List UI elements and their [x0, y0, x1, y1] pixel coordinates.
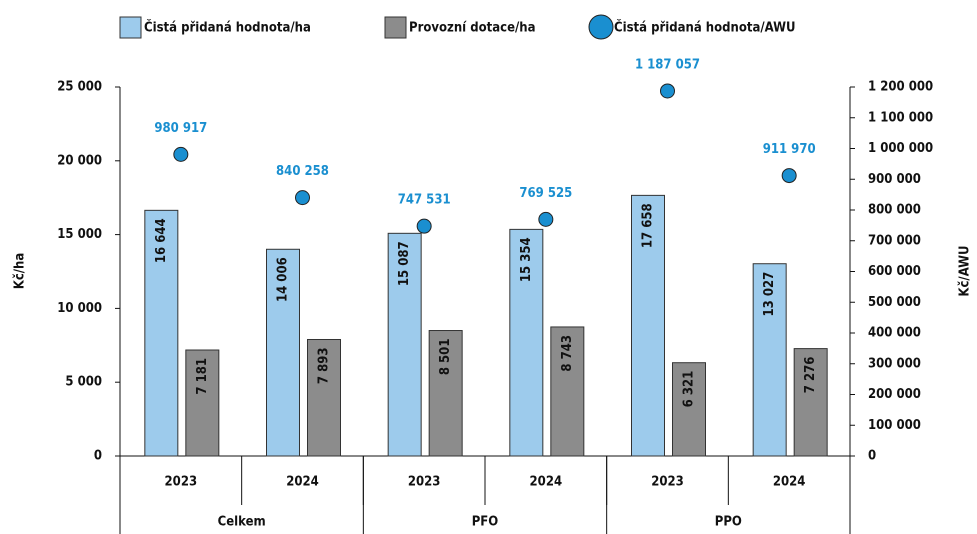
point [781, 168, 797, 184]
bar [307, 338, 341, 457]
data-label: 15 354 [519, 237, 534, 282]
bar [752, 263, 787, 457]
y-tick-label: 5 000 [65, 375, 102, 390]
data-label: 15 087 [397, 241, 412, 286]
legend-swatch [119, 16, 142, 39]
bar [509, 228, 544, 457]
legend-label: Čistá přidaná hodnota/ha [144, 20, 311, 36]
y2-tick-label: 500 000 [868, 295, 921, 310]
y2-tick-label: 100 000 [868, 418, 921, 433]
point [660, 83, 675, 99]
data-label: 8 501 [438, 339, 453, 376]
point [173, 146, 189, 162]
x-tick-label: 2024 [530, 475, 563, 490]
data-label: 7 893 [317, 347, 332, 384]
y2-tick-label: 400 000 [868, 326, 921, 341]
y-tick-label: 15 000 [57, 227, 102, 242]
data-label: 7 276 [803, 357, 818, 394]
data-label: 14 006 [276, 257, 291, 302]
point [295, 190, 310, 206]
legend-label: Provozní dotace/ha [409, 21, 536, 36]
bar [428, 330, 463, 457]
y2-tick-label: 800 000 [868, 203, 921, 218]
legend-swatch [588, 14, 614, 40]
y2-tick-label: 1 100 000 [868, 110, 933, 125]
y2-tick-label: 200 000 [868, 387, 921, 402]
data-label: 840 258 [276, 164, 329, 179]
bar [793, 348, 828, 457]
bar [631, 194, 665, 457]
y2-tick-label: 1 200 000 [868, 80, 933, 95]
y2-tick-label: 300 000 [868, 356, 921, 371]
data-label: 13 027 [762, 272, 777, 317]
data-label: 7 181 [195, 358, 210, 395]
y2-axis-title: Kč/AWU [958, 245, 973, 296]
data-label: 911 970 [763, 142, 816, 157]
y-tick-label: 10 000 [57, 301, 102, 316]
data-label: 980 917 [154, 121, 207, 136]
data-label: 747 531 [398, 193, 451, 208]
data-label: 8 743 [560, 335, 575, 372]
y-tick-label: 20 000 [57, 153, 102, 168]
bar [266, 248, 300, 457]
y2-tick-label: 0 [868, 449, 876, 464]
bar [185, 349, 220, 457]
y2-tick-label: 600 000 [868, 264, 921, 279]
group-label: PPO [715, 515, 742, 530]
data-label: 1 187 057 [635, 57, 700, 72]
point [538, 211, 554, 227]
bar [672, 362, 706, 457]
y2-tick-label: 1 000 000 [868, 141, 933, 156]
x-tick-label: 2023 [651, 475, 684, 490]
x-tick-label: 2024 [286, 475, 319, 490]
y-tick-label: 0 [94, 449, 102, 464]
y-axis-title: Kč/ha [13, 253, 28, 290]
y-tick-label: 25 000 [57, 80, 102, 95]
legend-swatch [384, 16, 407, 39]
x-tick-label: 2023 [165, 475, 198, 490]
data-label: 16 644 [154, 218, 169, 263]
point [416, 218, 432, 234]
data-label: 769 525 [519, 186, 572, 201]
group-label: PFO [472, 515, 499, 530]
x-tick-label: 2023 [408, 475, 441, 490]
data-label: 17 658 [641, 203, 656, 248]
bar [144, 209, 179, 457]
y2-tick-label: 900 000 [868, 172, 921, 187]
legend-label: Čistá přidaná hodnota/AWU [614, 20, 796, 36]
bar [550, 326, 585, 457]
data-label: 6 321 [682, 371, 697, 408]
bar [387, 232, 422, 457]
x-tick-label: 2024 [773, 475, 806, 490]
group-label: Celkem [218, 515, 266, 530]
y2-tick-label: 700 000 [868, 233, 921, 248]
